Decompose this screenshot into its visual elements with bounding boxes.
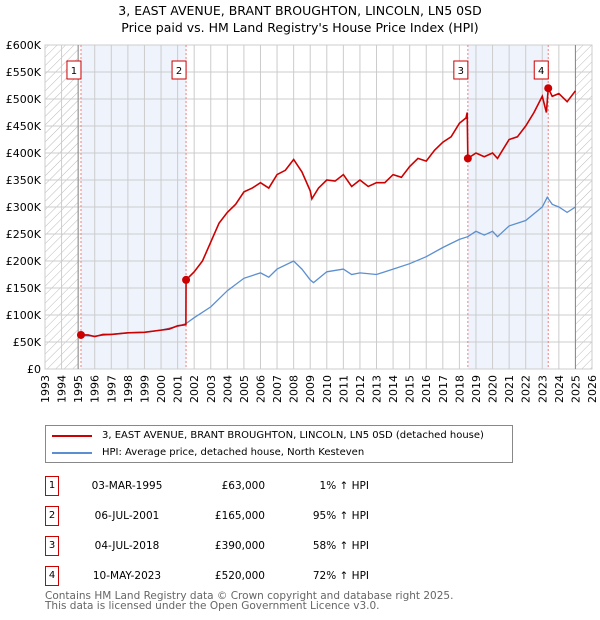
sale-label-box — [171, 60, 187, 80]
y-tick-label: £600K — [6, 39, 42, 52]
x-tick-label: 2015 — [404, 375, 417, 403]
y-tick-label: £300K — [6, 201, 42, 214]
x-tick-label: 1999 — [138, 375, 151, 403]
sale-label: 2 — [176, 66, 182, 77]
x-tick-label: 2024 — [553, 375, 566, 403]
y-tick-label: £50K — [13, 336, 42, 349]
x-tick-label: 1997 — [105, 375, 118, 403]
sale-label-box — [66, 60, 82, 80]
sale-point — [76, 330, 85, 339]
x-tick-label: 2017 — [437, 375, 450, 403]
y-tick-label: £150K — [6, 282, 42, 295]
transaction-number-badge: 2 — [45, 506, 59, 526]
title-line-2: Price paid vs. HM Land Registry's House … — [121, 20, 479, 35]
transaction-row: 3 04-JUL-2018 £390,000 58% ↑ HPI — [45, 536, 445, 556]
x-tick-label: 2014 — [387, 375, 400, 403]
x-tick-label: 2012 — [354, 375, 367, 403]
transaction-date: 04-JUL-2018 — [94, 540, 160, 552]
y-tick-label: £200K — [6, 255, 42, 268]
transaction-number-badge: 1 — [45, 476, 59, 496]
x-tick-label: 1998 — [122, 375, 135, 403]
chart-title: 3, EAST AVENUE, BRANT BROUGHTON, LINCOLN… — [0, 2, 600, 36]
x-tick-label: 2023 — [536, 375, 549, 403]
legend-label: 3, EAST AVENUE, BRANT BROUGHTON, LINCOLN… — [102, 430, 484, 441]
transaction-price: £165,000 — [214, 510, 265, 522]
x-tick-label: 1993 — [39, 375, 52, 403]
sale-label-box — [533, 60, 549, 80]
sale-point — [182, 275, 191, 284]
y-tick-label: £250K — [6, 228, 42, 241]
transaction-row: 1 03-MAR-1995 £63,000 1% ↑ HPI — [45, 476, 445, 496]
x-tick-label: 1995 — [72, 375, 85, 403]
x-tick-label: 2011 — [337, 375, 350, 403]
sale-label: 1 — [71, 66, 77, 77]
x-tick-label: 2006 — [254, 375, 267, 403]
hpi-line — [78, 196, 576, 337]
transaction-row: 4 10-MAY-2023 £520,000 72% ↑ HPI — [45, 566, 445, 586]
x-tick-label: 2016 — [420, 375, 433, 403]
transaction-price: £390,000 — [214, 540, 265, 552]
footer: Contains HM Land Registry data © Crown c… — [45, 590, 454, 612]
x-tick-label: 2003 — [205, 375, 218, 403]
x-tick-label: 2020 — [487, 375, 500, 403]
footer-line-1: Contains HM Land Registry data © Crown c… — [45, 590, 454, 602]
plot-border — [44, 44, 593, 370]
transaction-number-badge: 4 — [45, 566, 59, 586]
x-tick-label: 2025 — [569, 375, 582, 403]
sale-label: 3 — [458, 66, 464, 77]
transaction-price: £63,000 — [221, 480, 265, 492]
transaction-hpi-change: 95% ↑ HPI — [312, 510, 369, 522]
y-tick-label: £350K — [6, 174, 42, 187]
x-tick-label: 1996 — [89, 375, 102, 403]
title-line-1: 3, EAST AVENUE, BRANT BROUGHTON, LINCOLN… — [118, 3, 482, 18]
x-tick-label: 1994 — [56, 375, 69, 403]
x-tick-label: 2018 — [453, 375, 466, 403]
transaction-date: 06-JUL-2001 — [94, 510, 160, 522]
y-tick-label: £450K — [6, 120, 42, 133]
x-tick-label: 2013 — [371, 375, 384, 403]
legend-label: HPI: Average price, detached house, Nort… — [102, 447, 365, 458]
x-tick-label: 2007 — [271, 375, 284, 403]
y-tick-label: £100K — [6, 309, 42, 322]
sale-point — [463, 154, 472, 163]
transaction-date: 03-MAR-1995 — [91, 480, 163, 492]
transaction-hpi-change: 1% ↑ HPI — [319, 480, 369, 492]
x-tick-label: 2019 — [470, 375, 483, 403]
y-tick-label: £500K — [6, 93, 42, 106]
x-tick-label: 2001 — [172, 375, 185, 403]
transaction-row: 2 06-JUL-2001 £165,000 95% ↑ HPI — [45, 506, 445, 526]
x-tick-label: 2009 — [304, 375, 317, 403]
x-tick-label: 2026 — [586, 375, 599, 403]
x-tick-label: 2000 — [155, 375, 168, 403]
transaction-price: £520,000 — [214, 570, 265, 582]
transaction-number-badge: 3 — [45, 536, 59, 556]
y-tick-label: £400K — [6, 147, 42, 160]
x-tick-label: 2004 — [221, 375, 234, 403]
x-tick-label: 2010 — [321, 375, 334, 403]
sale-point — [544, 84, 553, 93]
y-tick-label: £0 — [27, 363, 41, 376]
legend: 3, EAST AVENUE, BRANT BROUGHTON, LINCOLN… — [45, 425, 513, 463]
transaction-date: 10-MAY-2023 — [92, 570, 162, 582]
sale-label: 4 — [538, 66, 544, 77]
x-tick-label: 2021 — [503, 375, 516, 403]
price-chart: 1993 1994 1995 1996 1997 1998 1999 2000 2001 2002… — [6, 39, 599, 403]
sale-label-box — [453, 60, 469, 80]
x-tick-label: 2008 — [288, 375, 301, 403]
x-tick-label: 2002 — [188, 375, 201, 403]
y-tick-label: £550K — [6, 66, 42, 79]
transaction-hpi-change: 72% ↑ HPI — [312, 570, 369, 582]
property-price-line — [80, 85, 577, 338]
legend-swatch-red — [52, 435, 92, 437]
transaction-hpi-change: 58% ↑ HPI — [312, 540, 369, 552]
footer-line-2: This data is licensed under the Open Gov… — [45, 600, 380, 612]
legend-swatch-blue — [52, 452, 92, 454]
x-tick-label: 2005 — [238, 375, 251, 403]
x-tick-label: 2022 — [520, 375, 533, 403]
